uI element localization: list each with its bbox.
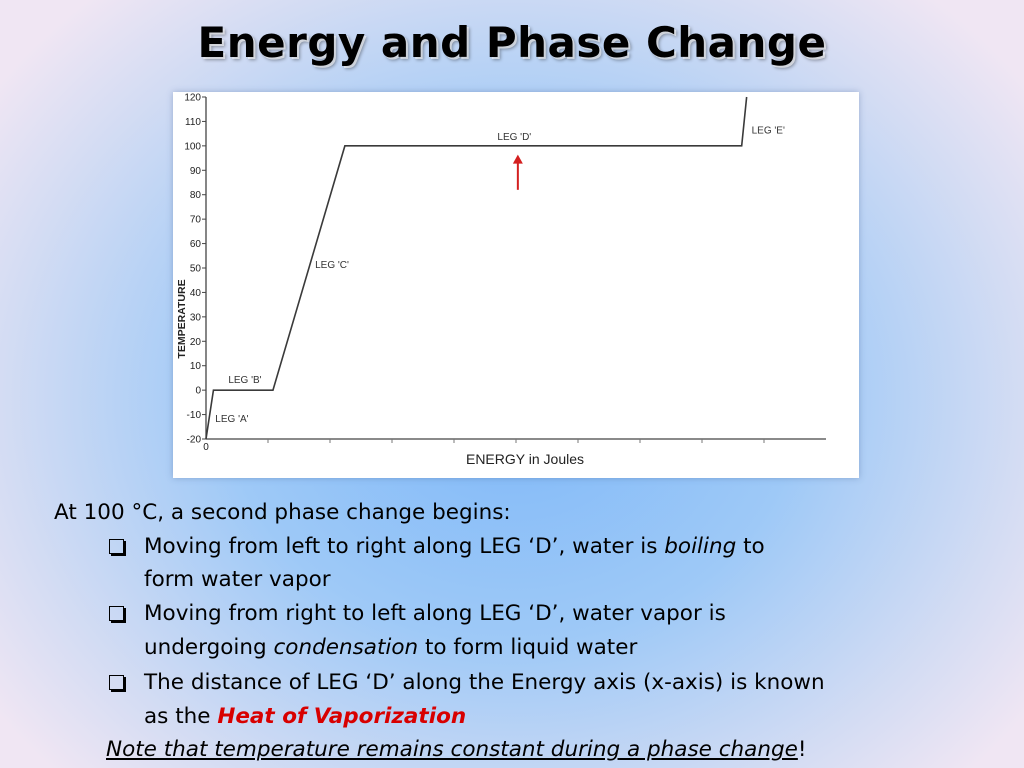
bullet-1-post: to — [736, 534, 765, 559]
degree-symbol: ° — [131, 500, 143, 525]
bullet-2-post: to form liquid water — [418, 635, 638, 660]
y-tick-label: 120 — [184, 93, 201, 104]
y-tick-label: 60 — [190, 239, 202, 250]
red-arrow-head — [512, 154, 523, 164]
chart-svg: -20 -10 0 10 20 30 40 50 60 70 80 90 100 110 120 0 LEG … — [176, 93, 826, 467]
slide-title: Energy and Phase Change — [197, 18, 827, 67]
leg-label: LEG 'C' — [315, 260, 349, 271]
y-tick-label: -10 — [187, 410, 202, 421]
bullet-1-line-1: Moving from left to right along LEG ‘D’,… — [144, 534, 765, 559]
chart-ticks: -20 -10 0 10 20 30 40 50 60 70 80 90 100 110 120 0 — [184, 93, 765, 453]
checkbox-bullet-icon — [109, 606, 124, 621]
y-tick-label: 10 — [190, 361, 202, 372]
y-tick-label: 90 — [190, 166, 202, 177]
leg-label: LEG 'B' — [228, 375, 261, 386]
chart-annotations: LEG 'A' LEG 'B' LEG 'C' LEG 'D' LEG 'E' — [215, 126, 785, 425]
y-tick-label: 40 — [190, 288, 202, 299]
y-tick-label: 30 — [190, 312, 202, 323]
bullet-1-emphasis: boiling — [664, 534, 737, 559]
note-line: Note that temperature remains constant d… — [106, 737, 806, 762]
y-tick-label: 80 — [190, 190, 202, 201]
x-tick-label: 0 — [203, 442, 209, 453]
bullet-1-pre: Moving from left to right along LEG ‘D’,… — [144, 534, 665, 559]
heating-curve-line — [205, 96, 748, 440]
phase-change-chart: -20 -10 0 10 20 30 40 50 60 70 80 90 100 110 120 0 LEG … — [173, 92, 859, 478]
y-axis-label: TEMPERATURE — [176, 279, 188, 358]
y-tick-label: 0 — [195, 386, 201, 397]
y-tick-label: -20 — [187, 435, 202, 446]
y-tick-label: 110 — [185, 117, 201, 128]
heat-of-vaporization-highlight: Heat of Vaporization — [217, 704, 467, 729]
intro-post: C, a second phase change begins: — [142, 500, 511, 525]
y-tick-label: 70 — [190, 215, 202, 226]
leg-label: LEG 'E' — [752, 126, 785, 137]
bullet-1-line-2: form water vapor — [144, 567, 331, 592]
bullet-3-line-2: as the Heat of Vaporization — [144, 704, 466, 729]
intro-line: At 100 °C, a second phase change begins: — [54, 500, 511, 525]
bullet-3-pre: as the — [144, 704, 218, 729]
bullet-2-line-2: undergoing condensation to form liquid w… — [144, 635, 637, 660]
checkbox-bullet-icon — [109, 675, 124, 690]
y-tick-label: 100 — [184, 141, 201, 152]
bullet-2-line-1: Moving from right to left along LEG ‘D’,… — [144, 601, 726, 626]
chart-arrow-group — [512, 154, 523, 190]
y-tick-label: 20 — [190, 337, 202, 348]
leg-label: LEG 'A' — [215, 414, 248, 425]
note-text: Note that temperature remains constant d… — [106, 737, 798, 762]
note-end: ! — [797, 737, 807, 762]
leg-label: LEG 'D' — [497, 132, 531, 143]
checkbox-bullet-icon — [109, 539, 124, 554]
bullet-2-emphasis: condensation — [273, 635, 419, 660]
bullet-3-line-1: The distance of LEG ‘D’ along the Energy… — [144, 670, 825, 695]
y-tick-label: 50 — [190, 264, 202, 275]
intro-pre: At 100 — [54, 500, 132, 525]
chart-curve-group — [205, 96, 748, 440]
bullet-2-pre: undergoing — [144, 635, 274, 660]
x-axis-label: ENERGY in Joules — [466, 451, 584, 467]
